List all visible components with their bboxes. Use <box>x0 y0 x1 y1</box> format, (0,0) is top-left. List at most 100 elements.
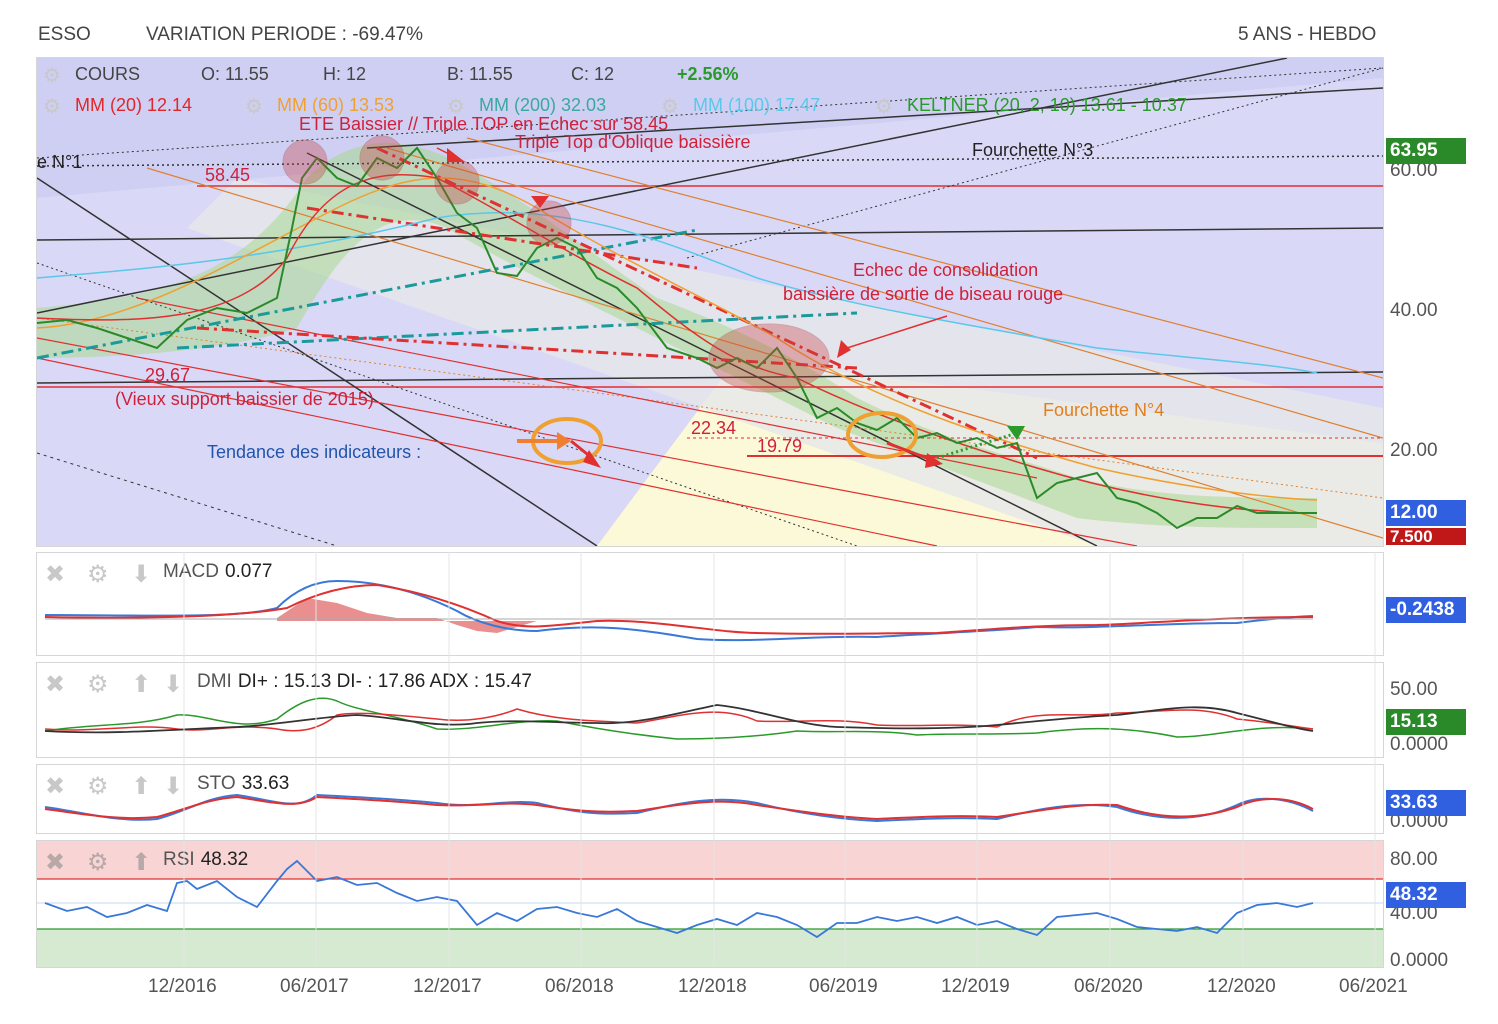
top-circle-2 <box>359 135 405 181</box>
x-tick-9: 06/2021 <box>1339 976 1408 997</box>
x-tick-1: 06/2017 <box>280 976 349 997</box>
black-support-line <box>37 371 1383 384</box>
breakout-circle <box>846 411 918 459</box>
red-dashdot-line-2 <box>196 326 858 370</box>
mm20-value: 12.14 <box>147 95 193 115</box>
x-tick-3: 06/2018 <box>545 976 614 997</box>
variation-label: VARIATION PERIODE : -69.47% <box>146 24 423 45</box>
echec-arrow <box>846 315 948 349</box>
red-dashdot-line <box>376 146 1038 460</box>
rsi-title: RSI 48.32 <box>163 849 248 871</box>
rsi-y-tick-0: 0.0000 <box>1390 950 1449 968</box>
rising-line-2 <box>366 87 1383 149</box>
sto-title-label: STO <box>197 773 236 794</box>
sto-close-icon[interactable]: ✖ <box>45 773 66 800</box>
mm20-gear-icon[interactable]: ⚙ <box>43 96 61 118</box>
rsi-gear-icon[interactable]: ⚙ <box>87 849 109 876</box>
rsi-arrow-up-icon[interactable]: ⬆ <box>131 849 152 876</box>
rsi-y-tick-80: 80.00 <box>1390 849 1438 870</box>
macd-arrow-down-icon[interactable]: ⬇ <box>131 561 152 588</box>
rising-line-1 <box>37 58 1288 314</box>
rsi-close-icon[interactable]: ✖ <box>45 849 66 876</box>
sto-arrow-down-icon[interactable]: ⬇ <box>163 773 184 800</box>
red-dashdot-line-3 <box>306 206 698 270</box>
dmi-y-tick-50: 50.00 <box>1390 679 1438 700</box>
mm60-legend: MM (60) 13.53 <box>277 95 394 116</box>
sto-gear-icon[interactable]: ⚙ <box>87 773 109 800</box>
rsi-title-label: RSI <box>163 849 195 870</box>
open-value: O: 11.55 <box>201 64 269 84</box>
x-tick-8: 12/2020 <box>1207 976 1276 997</box>
sto-title: STO 33.63 <box>197 773 289 795</box>
keltner-band <box>37 143 1317 528</box>
mm60-label: MM (60) <box>277 95 344 115</box>
ticker-label: ESSO <box>38 24 91 45</box>
annotation-fourchette-3: Fourchette N°3 <box>972 140 1094 160</box>
macd-title-label: MACD <box>163 561 219 582</box>
trend-arrow-down-head <box>583 450 601 468</box>
price-panel: ⚙ COURS O: 11.55 H: 12 B: 11.55 C: 12 +2… <box>36 57 1384 547</box>
rsi-value: 48.32 <box>200 849 249 870</box>
macd-badge: -0.2438 <box>1386 597 1466 623</box>
dmi-arrow-down-icon[interactable]: ⬇ <box>163 671 184 698</box>
close-value: C: 12 <box>571 64 615 84</box>
change-value: +2.56% <box>677 64 739 84</box>
keltner-label: KELTNER (20, 2, 10) <box>907 95 1076 115</box>
dmi-chart-svg <box>44 697 1314 740</box>
period-selector[interactable]: 5 ANS - HEBDO <box>1238 24 1377 45</box>
dmi-gear-icon[interactable]: ⚙ <box>87 671 109 698</box>
rsi-panel: ✖ ⚙ ⬆ RSI 48.32 <box>36 840 1384 968</box>
x-tick-0: 12/2016 <box>148 976 217 997</box>
annotation-fourchette-4: Fourchette N°4 <box>1043 400 1165 420</box>
price-badge-top: 63.95 <box>1386 138 1466 164</box>
macd-chart-svg <box>44 579 1314 642</box>
mm200-gear-icon[interactable]: ⚙ <box>447 96 465 118</box>
annotation-ete: ETE Baissier // Triple TOP en Echec sur … <box>299 114 669 134</box>
cours-gear-icon[interactable]: ⚙ <box>43 65 61 87</box>
breakout-arrow <box>886 441 933 462</box>
price-badge-low: 7.500 <box>1386 528 1466 545</box>
annotation-2234: 22.34 <box>691 418 737 438</box>
macd-gear-icon[interactable]: ⚙ <box>87 561 109 588</box>
orange-line-3 <box>466 137 1383 379</box>
mm60-value: 13.53 <box>349 95 395 115</box>
dmi-close-icon[interactable]: ✖ <box>45 671 66 698</box>
rsi-overbought-zone <box>37 841 1383 879</box>
x-tick-7: 06/2020 <box>1074 976 1143 997</box>
y-tick-40: 40.00 <box>1390 300 1438 321</box>
sto-d-line <box>44 795 1314 821</box>
annotation-vieux-support: (Vieux support baissier de 2015) <box>115 389 374 409</box>
top-circle-3 <box>434 159 480 205</box>
top-circle-4 <box>526 200 572 246</box>
macd-panel: ✖ ⚙ ⬇ MACD 0.077 <box>36 552 1384 656</box>
sto-value: 33.63 <box>241 773 290 794</box>
macd-close-icon[interactable]: ✖ <box>45 561 66 588</box>
mm200-legend: MM (200) 32.03 <box>479 95 606 116</box>
fourchette-3-line <box>37 155 1383 167</box>
mm20-line <box>37 174 1318 514</box>
mm60-gear-icon[interactable]: ⚙ <box>245 96 263 118</box>
sto-k-line <box>44 793 1314 823</box>
mm100-gear-icon[interactable]: ⚙ <box>661 96 679 118</box>
macd-histogram <box>277 598 537 633</box>
mm100-line <box>37 212 1318 374</box>
mm200-value: 32.03 <box>561 95 607 115</box>
mm60-line <box>37 177 1318 501</box>
annotation-fourchette-1: e N°1 <box>37 152 83 172</box>
dmi-panel: ✖ ⚙ ⬆ ⬇ DMI DI+ : 15.13 DI- : 17.86 ADX :… <box>36 662 1384 758</box>
rsi-oversold-zone <box>37 929 1383 967</box>
price-badge-current: 12.00 <box>1386 500 1466 526</box>
echec-arrow-head <box>837 340 851 358</box>
dmi-value: DI+ : 15.13 DI- : 17.86 ADX : 15.47 <box>237 671 532 692</box>
dmi-arrow-up-icon[interactable]: ⬆ <box>131 671 152 698</box>
black-horizontal-line <box>37 227 1383 241</box>
keltner-gear-icon[interactable]: ⚙ <box>875 96 893 118</box>
sto-arrow-up-icon[interactable]: ⬆ <box>131 773 152 800</box>
annotation-echec-1: Echec de consolidation <box>853 260 1039 280</box>
di-minus-line <box>44 708 1314 732</box>
keltner-value: 13.61 - 10.37 <box>1080 95 1187 115</box>
consolidation-ellipse <box>708 323 830 393</box>
rsi-line <box>44 859 1314 939</box>
macd-title: MACD 0.077 <box>163 561 273 583</box>
orange-dotted-line <box>37 317 1383 499</box>
